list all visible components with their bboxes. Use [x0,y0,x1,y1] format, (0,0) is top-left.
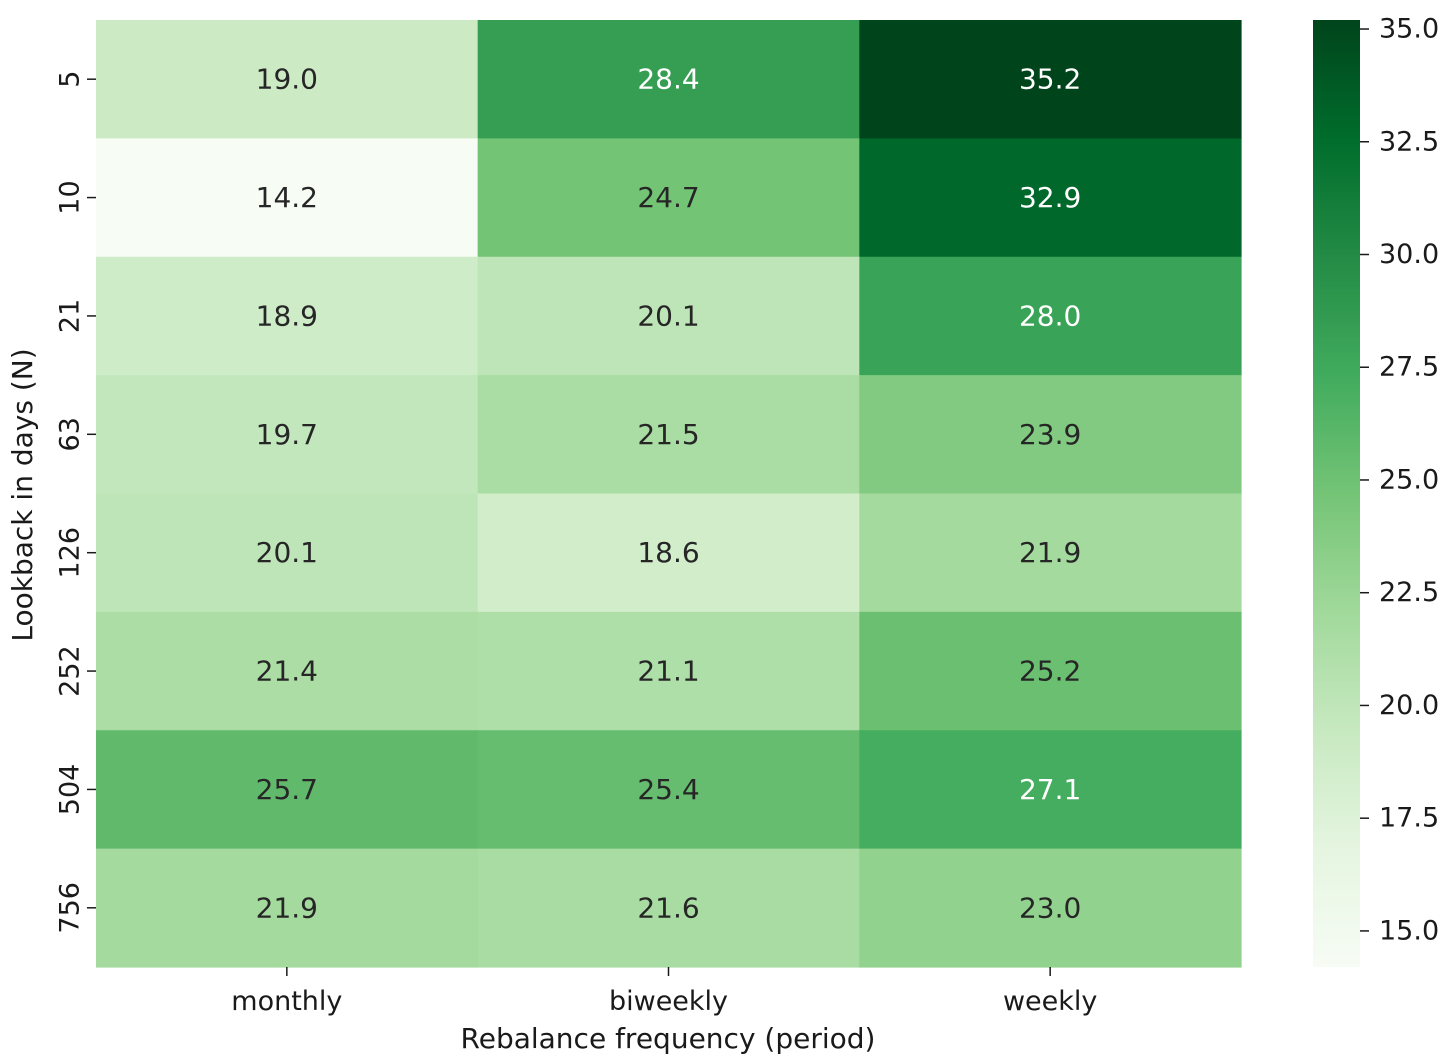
colorbar-tick-label: 17.5 [1379,803,1439,834]
y-tick-label: 5 [55,71,86,88]
y-tick-label: 756 [55,882,86,934]
heatmap-cell [859,611,1242,731]
heatmap-cell [96,138,479,258]
heatmap-cell [96,611,479,731]
heatmap-cells: 19.0 28.4 35.2 14.2 24.7 32.9 18.9 20.1 28.0 19.7… [96,20,1242,968]
y-axis: 5 10 21 63 126 252 504 756 [55,71,96,934]
cell-value-label: 19.7 [256,418,318,451]
cell-value-label: 19.0 [256,63,318,96]
cell-value-label: 25.7 [256,773,318,806]
heatmap-cell [96,493,479,613]
heatmap-cell [477,848,860,968]
heatmap-cell [859,375,1242,495]
cell-value-label: 20.1 [256,536,318,569]
x-tick-label: weekly [1003,986,1097,1017]
y-axis-label: Lookback in days (N) [6,348,39,641]
heatmap-cell [96,256,479,376]
y-tick-label: 126 [55,527,86,579]
colorbar-tick-label: 20.0 [1379,690,1439,721]
colorbar-tick-label: 27.5 [1379,352,1439,383]
cell-value-label: 23.9 [1019,418,1081,451]
heatmap-cell [96,20,479,139]
y-tick-label: 252 [55,645,86,697]
cell-value-label: 25.4 [637,773,699,806]
x-tick-label: monthly [231,986,342,1017]
heatmap-cell [96,375,479,495]
cell-value-label: 20.1 [637,299,699,332]
colorbar-tick-label: 25.0 [1379,464,1439,495]
cell-value-label: 23.0 [1019,891,1081,924]
colorbar: 15.0 17.5 20.0 22.5 25.0 27.5 30.0 32.5 35.0 [1313,14,1439,967]
y-tick-label: 504 [55,764,86,816]
colorbar-tick-label: 15.0 [1379,915,1439,946]
cell-value-label: 24.7 [637,181,699,214]
y-tick-label: 63 [55,417,86,451]
cell-value-label: 21.4 [256,655,318,688]
cell-value-label: 21.9 [1019,536,1081,569]
cell-value-label: 21.1 [637,655,699,688]
heatmap-cell [477,256,860,376]
heatmap-cell [477,138,860,258]
y-tick-label: 21 [55,299,86,333]
heatmap-cell [96,848,479,968]
cell-value-label: 35.2 [1019,63,1081,96]
heatmap-cell [859,730,1242,850]
heatmap-cell [477,375,860,495]
y-tick-label: 10 [55,180,86,214]
heatmap-cell [477,20,860,139]
cell-value-label: 18.9 [256,299,318,332]
cell-value-label: 14.2 [256,181,318,214]
heatmap-cell [859,256,1242,376]
colorbar-tick-label: 35.0 [1379,14,1439,45]
heatmap-cell [859,493,1242,613]
x-tick-label: biweekly [609,986,728,1017]
heatmap-cell [96,730,479,850]
cell-value-label: 21.9 [256,891,318,924]
heatmap-cell [859,848,1242,968]
cell-value-label: 32.9 [1019,181,1081,214]
colorbar-tick-label: 30.0 [1379,239,1439,270]
heatmap-cell [859,20,1242,139]
cell-value-label: 25.2 [1019,655,1081,688]
heatmap-cell [477,493,860,613]
heatmap-cell [477,611,860,731]
colorbar-gradient [1313,20,1360,967]
cell-value-label: 28.0 [1019,299,1081,332]
colorbar-tick-label: 32.5 [1379,126,1439,157]
cell-value-label: 27.1 [1019,773,1081,806]
heatmap-cell [477,730,860,850]
cell-value-label: 21.6 [637,891,699,924]
x-axis: monthly biweekly weekly [231,967,1097,1017]
cell-value-label: 28.4 [637,63,699,96]
cell-value-label: 18.6 [637,536,699,569]
colorbar-tick-label: 22.5 [1379,577,1439,608]
x-axis-label: Rebalance frequency (period) [461,1022,876,1055]
cell-value-label: 21.5 [637,418,699,451]
heatmap-cell [859,138,1242,258]
